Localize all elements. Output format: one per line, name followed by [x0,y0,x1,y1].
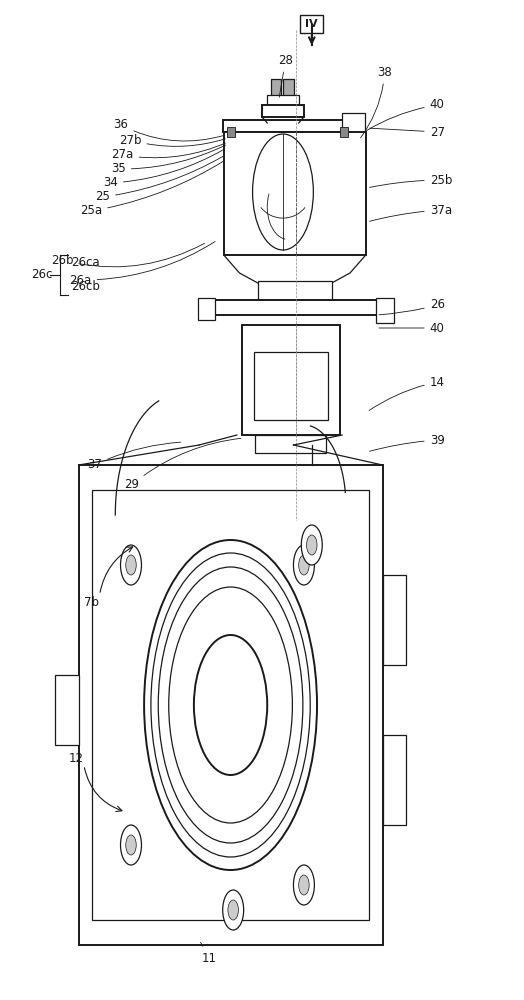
Text: 25: 25 [95,156,223,204]
Circle shape [169,587,292,823]
Text: 11: 11 [201,942,217,964]
Circle shape [126,555,136,575]
Text: 26b: 26b [51,243,204,267]
Text: 26a: 26a [70,242,215,286]
Bar [224,132,366,255]
Text: 27a: 27a [112,143,225,161]
Bar [376,298,394,323]
Text: 12: 12 [69,752,83,764]
Text: 25b: 25b [369,174,452,187]
Bar [342,113,365,138]
Circle shape [253,134,313,250]
Bar [227,127,235,137]
Circle shape [121,545,141,585]
Bar [223,120,343,132]
Circle shape [307,535,317,555]
Text: 37: 37 [88,442,181,472]
Circle shape [299,875,309,895]
Bar [300,15,323,33]
Bar [214,300,377,315]
Bar [342,135,358,145]
Text: 40: 40 [367,99,444,131]
Circle shape [126,835,136,855]
Bar [255,435,326,453]
Text: 27: 27 [369,125,445,138]
Text: 7b: 7b [84,595,99,608]
Text: 38: 38 [361,66,392,138]
Bar [79,465,383,945]
Circle shape [301,525,322,565]
Circle shape [194,635,267,775]
Text: 25a: 25a [80,161,223,218]
Circle shape [223,890,244,930]
Circle shape [293,865,314,905]
Text: 34: 34 [103,149,224,190]
Text: 28: 28 [278,53,293,97]
Bar [55,675,79,745]
Bar [340,127,348,137]
Text: 26: 26 [379,298,445,315]
Text: IV: IV [305,19,318,29]
Circle shape [144,540,317,870]
Text: 26cb: 26cb [71,280,100,294]
Text: 29: 29 [124,438,241,491]
Bar [283,79,294,97]
Circle shape [228,900,238,920]
Text: 27b: 27b [119,133,225,146]
Circle shape [158,567,303,843]
Bar [383,575,406,665]
Bar [242,325,340,435]
Bar [262,105,304,117]
Text: 14: 14 [369,375,445,410]
Text: 36: 36 [114,118,223,141]
Circle shape [151,553,310,857]
Bar [92,490,369,920]
Circle shape [299,555,309,575]
Text: 35: 35 [111,145,225,176]
Text: 39: 39 [369,434,444,451]
Text: 37a: 37a [369,204,452,221]
Bar [267,95,299,107]
Bar [198,298,215,320]
Circle shape [121,825,141,865]
Circle shape [293,545,314,585]
Text: 26c: 26c [31,268,52,282]
Bar [271,79,281,97]
Bar [383,735,406,825]
Bar [258,281,332,303]
Text: 26ca: 26ca [71,256,100,269]
Bar [254,352,328,420]
Text: 40: 40 [379,322,444,334]
